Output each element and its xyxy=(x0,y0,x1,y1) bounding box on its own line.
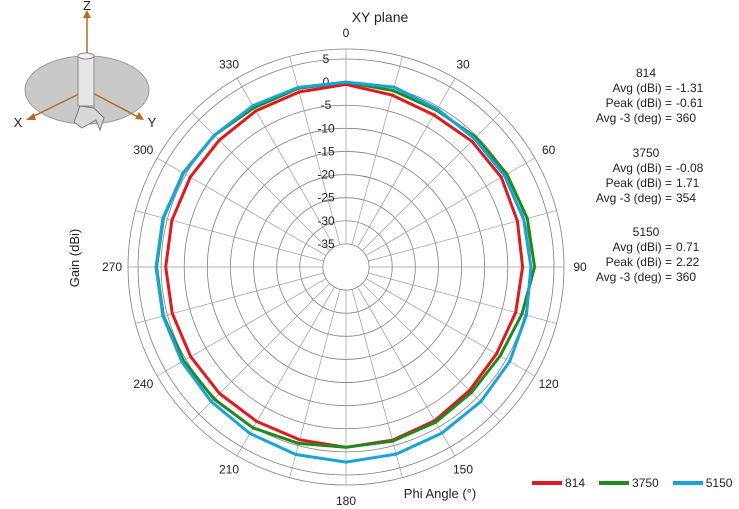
stats-block-3750: 3750 Avg (dBi) = -0.08 Peak (dBi) = 1.71 A… xyxy=(586,146,716,206)
series-lines xyxy=(154,80,537,464)
angle-tick-label: 330 xyxy=(219,57,239,71)
axis-z-letter: Z xyxy=(83,0,91,13)
grid-spoke xyxy=(157,278,327,377)
angle-tick-label: 60 xyxy=(542,143,556,157)
beam-label: Avg -3 (deg) = xyxy=(595,111,672,125)
grid-spoke xyxy=(368,210,557,262)
angle-tick-label: 240 xyxy=(133,377,153,391)
radial-tick-label: -10 xyxy=(317,121,335,135)
beam-label: Avg -3 (deg) = xyxy=(595,270,672,284)
series-line-5150 xyxy=(154,80,533,464)
angle-tick-label: 180 xyxy=(336,494,356,508)
beam-value: 354 xyxy=(676,191,697,205)
orientation-icon: Z X Y xyxy=(14,0,157,132)
radial-tick-labels: 5 0 -5 -10 -15 -20 -25 -30 -35 xyxy=(317,52,335,251)
avg-label: Avg (dBi) = xyxy=(612,161,672,175)
legend-label: 5150 xyxy=(705,476,733,490)
avg-label: Avg (dBi) = xyxy=(612,240,672,254)
chart-title: XY plane xyxy=(352,9,409,25)
peak-label: Peak (dBi) = xyxy=(605,255,672,269)
avg-label: Avg (dBi) = xyxy=(612,81,672,95)
radial-axis-label: Gain (dBi) xyxy=(67,229,82,288)
radial-tick-label: 5 xyxy=(323,52,330,66)
grid-spoke xyxy=(135,210,324,262)
legend: 814 3750 5150 xyxy=(532,476,739,490)
stats-title: 5150 xyxy=(632,225,660,239)
legend-swatch xyxy=(672,481,703,485)
radial-tick-label: -25 xyxy=(317,191,335,205)
legend-label: 3750 xyxy=(632,476,659,490)
legend-item-3750[interactable]: 3750 xyxy=(599,476,659,490)
grid-spoke xyxy=(157,157,327,256)
grid-spoke xyxy=(362,112,501,251)
grid-spoke xyxy=(236,286,335,456)
radial-tick-label: -35 xyxy=(317,237,335,251)
stats-block-814: 814 Avg (dBi) = -1.31 Peak (dBi) = -0.61 A… xyxy=(586,66,716,126)
angle-tick-label: 0 xyxy=(343,26,350,40)
stats-title: 3750 xyxy=(632,146,660,160)
stats-title: 814 xyxy=(635,66,657,80)
avg-value: -1.31 xyxy=(676,81,704,95)
beam-value: 360 xyxy=(676,111,697,125)
angle-tick-label: 30 xyxy=(456,57,470,71)
grid-spoke xyxy=(289,289,341,478)
stats-block-5150: 5150 Avg (dBi) = 0.71 Peak (dBi) = 2.22 Av… xyxy=(586,225,716,285)
radial-tick-label: -15 xyxy=(317,144,335,158)
angle-tick-label: 300 xyxy=(133,143,153,157)
peak-value: 1.71 xyxy=(676,176,700,190)
angle-tick-label: 210 xyxy=(219,463,239,477)
legend-swatch xyxy=(532,481,562,485)
peak-value: 2.22 xyxy=(676,255,700,269)
radial-tick-label: -30 xyxy=(317,214,335,228)
angle-tick-label: 270 xyxy=(102,260,122,274)
peak-label: Peak (dBi) = xyxy=(605,96,672,110)
angle-tick-label: 150 xyxy=(453,463,473,477)
angle-tick-label: 120 xyxy=(539,377,559,391)
axis-y-letter: Y xyxy=(148,115,157,130)
angle-tick-label: 90 xyxy=(573,260,587,274)
grid-spoke xyxy=(135,272,324,324)
grid-spoke xyxy=(351,289,403,478)
polar-grid xyxy=(127,48,565,486)
grid-spoke xyxy=(362,283,501,422)
radial-tick-label: 0 xyxy=(323,75,330,89)
grid-spoke xyxy=(365,278,535,377)
beam-value: 360 xyxy=(676,270,697,284)
legend-swatch xyxy=(599,481,630,485)
radial-tick-label: -20 xyxy=(317,168,335,182)
legend-item-5150[interactable]: 5150 xyxy=(672,476,733,490)
legend-label: 814 xyxy=(565,476,586,490)
axis-x-letter: X xyxy=(14,115,23,130)
beam-label: Avg -3 (deg) = xyxy=(595,191,672,205)
radial-tick-label: -5 xyxy=(321,98,332,112)
grid-spoke xyxy=(357,286,456,456)
grid-spoke xyxy=(357,78,456,248)
legend-item-814[interactable]: 814 xyxy=(532,476,585,490)
angle-tick-labels: 0 30 60 90 120 150 180 210 240 270 300 330 xyxy=(102,26,587,508)
peak-label: Peak (dBi) = xyxy=(605,176,672,190)
avg-value: 0.71 xyxy=(676,240,700,254)
grid-spoke xyxy=(365,157,535,256)
peak-value: -0.61 xyxy=(676,96,704,110)
angle-axis-label: Phi Angle (°) xyxy=(404,486,476,501)
avg-value: -0.08 xyxy=(676,161,704,175)
